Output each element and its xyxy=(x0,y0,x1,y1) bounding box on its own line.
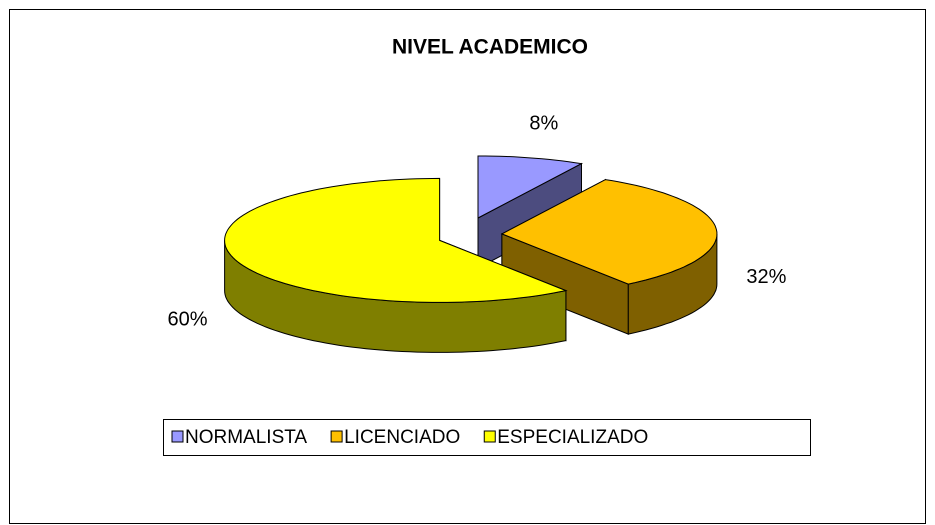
slice xyxy=(224,177,568,353)
slice-top xyxy=(477,155,584,219)
legend-swatch xyxy=(483,430,496,443)
legend-swatch xyxy=(330,430,343,443)
legend-label: LICENCIADO xyxy=(344,427,460,448)
chart-title: NIVEL ACADEMICO xyxy=(392,36,588,59)
slice-top xyxy=(224,177,568,303)
legend-label: ESPECIALIZADO xyxy=(497,427,648,448)
slice-top xyxy=(500,179,718,285)
legend-label: NORMALISTA xyxy=(185,427,307,448)
legend-swatch xyxy=(171,430,184,443)
data-label: 8% xyxy=(529,112,558,134)
data-label: 32% xyxy=(746,266,786,288)
data-label: 60% xyxy=(168,309,208,331)
slice xyxy=(500,178,718,335)
